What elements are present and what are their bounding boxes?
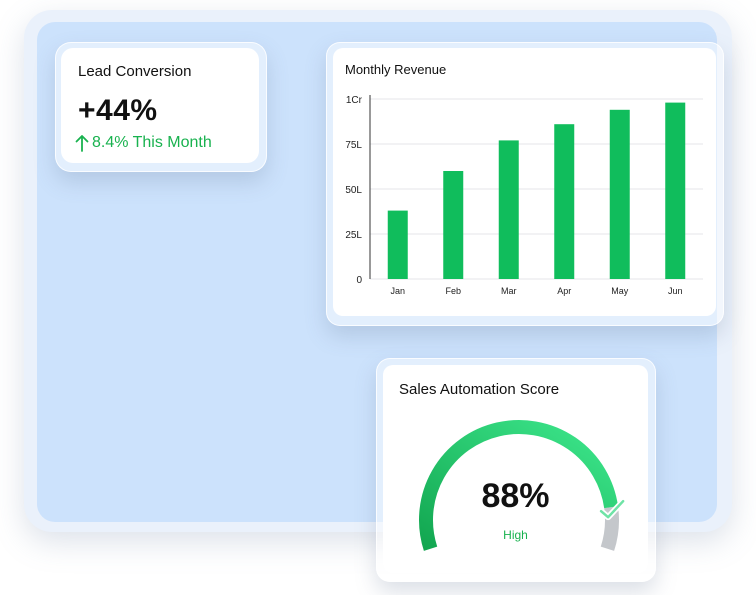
score-gauge bbox=[419, 420, 627, 551]
lead-conversion-change-text: 8.4% This Month bbox=[92, 134, 212, 151]
gauge-fill bbox=[419, 420, 619, 551]
y-tick-label: 0 bbox=[356, 275, 362, 286]
monthly-revenue-card: Monthly Revenue 0 25L 50L 75L 1Cr Jan Feb Mar Ap… bbox=[333, 48, 716, 316]
y-tick-label: 1Cr bbox=[346, 95, 363, 106]
monthly-revenue-chart: 0 25L 50L 75L 1Cr Jan Feb Mar Apr May Jun bbox=[345, 95, 703, 296]
sales-automation-card: Sales Automation Score 88% High bbox=[383, 365, 648, 573]
sales-automation-title: Sales Automation Score bbox=[399, 381, 560, 398]
lead-conversion-value: +44% bbox=[78, 94, 158, 127]
x-tick-label: May bbox=[611, 286, 629, 296]
x-tick-label: Jun bbox=[668, 286, 683, 296]
sales-automation-score-level: High bbox=[503, 528, 528, 542]
revenue-bar bbox=[387, 210, 408, 279]
x-tick-label: Apr bbox=[557, 286, 571, 296]
revenue-bar bbox=[609, 109, 630, 279]
check-icon bbox=[598, 498, 627, 521]
x-tick-label: Feb bbox=[445, 286, 461, 296]
monthly-revenue-title: Monthly Revenue bbox=[345, 62, 447, 77]
lead-conversion-change: 8.4% This Month bbox=[75, 134, 212, 152]
revenue-bar bbox=[665, 102, 686, 279]
arrow-up-icon bbox=[75, 134, 89, 152]
revenue-bar bbox=[498, 140, 519, 279]
x-tick-label: Mar bbox=[501, 286, 517, 296]
y-tick-label: 75L bbox=[345, 140, 362, 151]
revenue-bar bbox=[554, 124, 575, 279]
x-tick-label: Jan bbox=[390, 286, 405, 296]
sales-automation-score-value: 88% bbox=[481, 477, 550, 515]
y-tick-label: 50L bbox=[345, 185, 362, 196]
y-tick-label: 25L bbox=[345, 230, 362, 241]
lead-conversion-card: Lead Conversion +44% 8.4% This Month bbox=[61, 48, 259, 163]
lead-conversion-title: Lead Conversion bbox=[78, 63, 192, 80]
revenue-bar bbox=[443, 171, 464, 279]
